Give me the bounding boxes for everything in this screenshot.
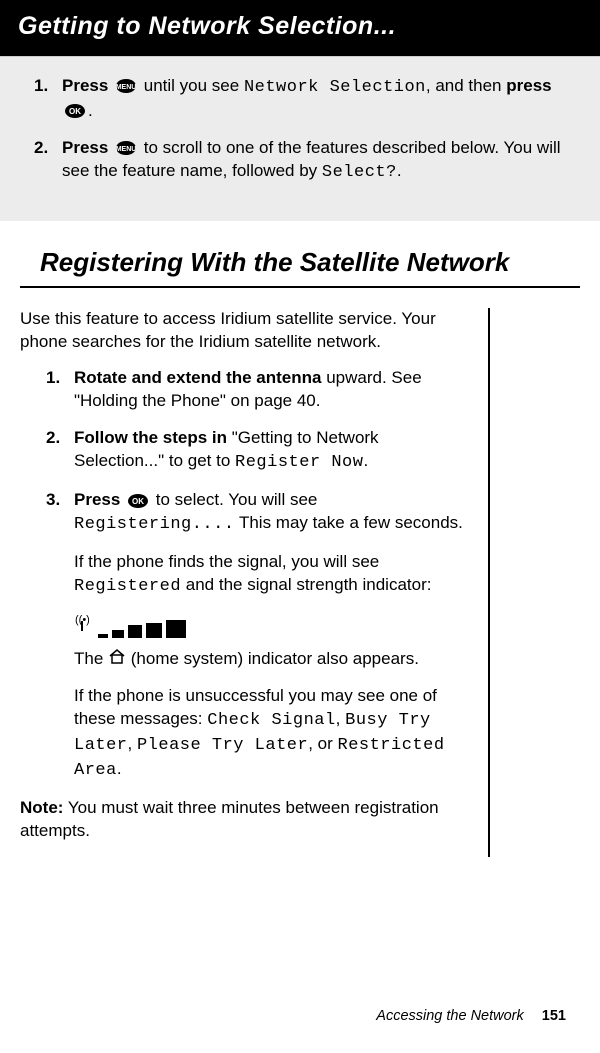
home-indicator-text: The (home system) indicator also appears…	[74, 648, 466, 671]
found-signal-text: If the phone finds the signal, you will …	[74, 551, 466, 599]
menu-icon: MENU	[115, 78, 137, 94]
antenna-icon: ((•))	[74, 613, 90, 638]
ok-icon: OK	[64, 103, 86, 119]
lcd-text: Select?	[322, 163, 397, 182]
inner-step-1: 1. Rotate and extend the antenna upward.…	[46, 367, 466, 413]
step-body: Press MENU to scroll to one of the featu…	[62, 137, 566, 185]
unsuccess-text: If the phone is unsuccessful you may see…	[74, 685, 466, 783]
lcd-text: Registering....	[74, 515, 235, 534]
signal-bar	[98, 634, 108, 638]
svg-text:MENU: MENU	[116, 146, 137, 153]
signal-bar	[112, 630, 124, 638]
inner-step-3: 3. Press OK to select. You will see Regi…	[46, 489, 466, 537]
signal-bar	[166, 620, 186, 638]
signal-bar	[128, 625, 142, 638]
section-heading: Registering With the Satellite Network	[20, 221, 580, 288]
banner-title: Getting to Network Selection...	[18, 12, 396, 40]
step-number: 3.	[46, 489, 74, 537]
intro-text: Use this feature to access Iridium satel…	[20, 308, 466, 354]
side-column	[490, 308, 580, 857]
step-body: Rotate and extend the antenna upward. Se…	[74, 367, 466, 413]
step-number: 1.	[46, 367, 74, 413]
inner-step-2: 2. Follow the steps in "Getting to Netwo…	[46, 427, 466, 475]
footer-label: Accessing the Network	[376, 1008, 523, 1024]
page-footer: Accessing the Network 151	[376, 1007, 566, 1027]
page-number: 151	[542, 1008, 566, 1024]
step-body: Follow the steps in "Getting to Network …	[74, 427, 466, 475]
two-column-layout: Use this feature to access Iridium satel…	[20, 308, 580, 857]
menu-icon: MENU	[115, 140, 137, 156]
step-number: 1.	[34, 75, 62, 123]
gray-step-2: 2. Press MENU to scroll to one of the fe…	[34, 137, 566, 185]
gray-step-1: 1. Press MENU until you see Network Sele…	[34, 75, 566, 123]
gray-steps-box: 1. Press MENU until you see Network Sele…	[0, 56, 600, 221]
svg-text:OK: OK	[132, 497, 144, 506]
lcd-text: Registered	[74, 577, 181, 596]
signal-strength-indicator: ((•))	[74, 613, 466, 638]
lcd-text: Register Now	[235, 453, 363, 472]
signal-bar	[146, 623, 162, 638]
svg-text:MENU: MENU	[116, 84, 137, 91]
main-column: Use this feature to access Iridium satel…	[20, 308, 490, 857]
step-number: 2.	[46, 427, 74, 475]
step-body: Press OK to select. You will see Registe…	[74, 489, 466, 537]
note-text: Note: You must wait three minutes betwee…	[20, 797, 466, 843]
step-body: Press MENU until you see Network Selecti…	[62, 75, 566, 123]
ok-icon: OK	[127, 493, 149, 509]
home-icon	[108, 648, 126, 671]
svg-text:OK: OK	[69, 107, 81, 116]
banner: Getting to Network Selection...	[0, 0, 600, 56]
lcd-text: Network Selection	[244, 78, 426, 97]
step-number: 2.	[34, 137, 62, 185]
